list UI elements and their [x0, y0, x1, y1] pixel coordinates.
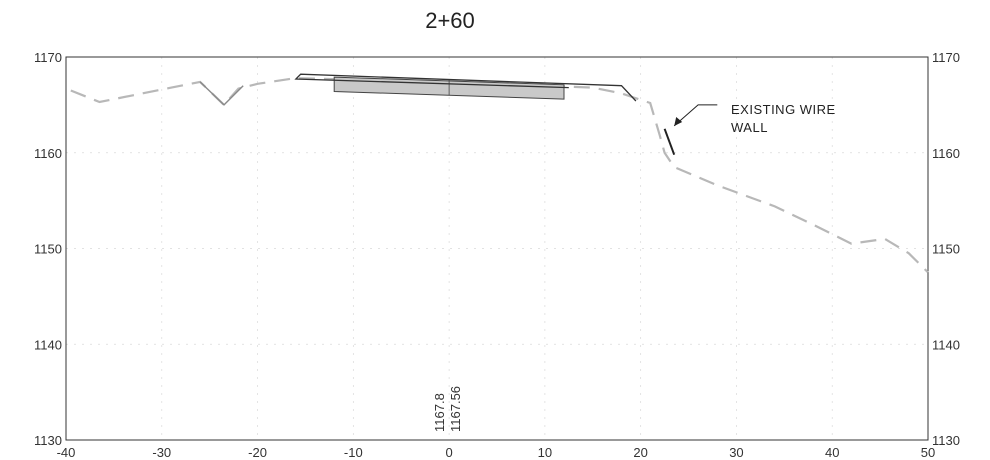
- x-tick-label: 30: [729, 445, 743, 460]
- leader-arrowhead: [674, 116, 683, 126]
- y-tick-label-left: 1150: [34, 242, 62, 257]
- wire-wall: [663, 128, 676, 156]
- y-tick-label-right: 1130: [932, 433, 960, 448]
- x-tick-label: -10: [344, 445, 363, 460]
- y-tick-label-left: 1130: [34, 433, 62, 448]
- centerline-label-1: 1167.8: [432, 393, 447, 432]
- x-tick-label: 50: [921, 445, 935, 460]
- y-tick-label-right: 1150: [932, 242, 960, 257]
- x-tick-label: -40: [57, 445, 76, 460]
- y-tick-label-left: 1170: [34, 50, 62, 65]
- centerline-label-2: 1167.56: [448, 386, 463, 432]
- y-tick-label-right: 1170: [932, 50, 960, 65]
- annotation-leader: [673, 104, 718, 127]
- x-tick-label: 10: [538, 445, 552, 460]
- ditch-line: [199, 81, 244, 106]
- plot-frame: [65, 56, 929, 441]
- y-tick-label-left: 1140: [34, 337, 62, 352]
- proposed-template-line: [294, 73, 637, 102]
- x-tick-label: 40: [825, 445, 839, 460]
- y-tick-label-right: 1140: [932, 337, 960, 352]
- x-tick-label: 20: [633, 445, 647, 460]
- y-tick-label-left: 1160: [34, 146, 62, 161]
- annotation-line-2: WALL: [731, 120, 768, 135]
- y-tick-label-right: 1160: [932, 146, 960, 161]
- x-tick-label: -30: [152, 445, 171, 460]
- x-tick-label: -20: [248, 445, 267, 460]
- annotation-line-1: EXISTING WIRE: [731, 102, 836, 117]
- section-title: 2+60: [425, 8, 475, 33]
- x-tick-label: 0: [445, 445, 452, 460]
